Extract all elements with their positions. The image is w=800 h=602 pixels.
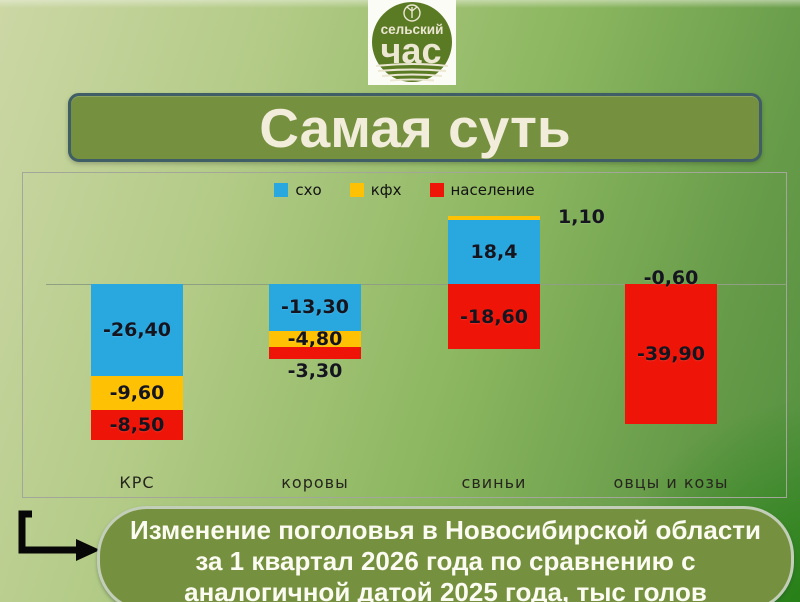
program-logo: сельский час bbox=[368, 0, 456, 85]
bar-segment-схо bbox=[448, 219, 540, 284]
bar-value-label: -9,60 bbox=[109, 382, 165, 405]
legend-swatch-kfh-icon bbox=[349, 183, 364, 197]
bar-segment-схо bbox=[269, 284, 361, 331]
bar-segment-схо bbox=[91, 284, 183, 377]
bar-value-label: -26,40 bbox=[103, 319, 171, 342]
bar-value-label: -4,80 bbox=[287, 327, 343, 350]
bar-segment-кфх bbox=[448, 215, 540, 220]
selsky-chas-logo-icon: сельский час bbox=[372, 2, 452, 82]
category-label: овцы и козы bbox=[613, 473, 729, 492]
bar-value-label: 1,10 bbox=[558, 205, 605, 228]
bar-value-label: -18,60 bbox=[460, 305, 528, 328]
zero-axis-line bbox=[46, 284, 786, 285]
bar-value-label: -13,30 bbox=[281, 296, 349, 319]
chart-area: схо кфх население -26,40 -9,60 -8,50 КРС -13… bbox=[22, 172, 787, 498]
bar-segment-население bbox=[91, 410, 183, 440]
caption-banner: Изменение поголовья в Новосибирской обла… bbox=[97, 506, 794, 602]
elbow-arrow-icon bbox=[18, 510, 100, 561]
caption-line-2: за 1 квартал 2026 года по сравнению с bbox=[195, 546, 696, 576]
caption-line-1: Изменение поголовья в Новосибирской обла… bbox=[130, 515, 761, 545]
tree-icon bbox=[403, 4, 421, 22]
bar-value-label: 18,4 bbox=[470, 240, 518, 263]
legend-swatch-naselenie-icon bbox=[429, 183, 444, 197]
legend-label: схо bbox=[295, 181, 322, 199]
category-label: свиньи bbox=[461, 473, 527, 492]
bar-value-label: -8,50 bbox=[109, 413, 165, 436]
category-label: КРС bbox=[119, 473, 155, 492]
legend-item-sho: схо bbox=[274, 181, 322, 199]
caption-line-3: аналогичной датой 2025 года, тыс голов bbox=[184, 577, 707, 602]
title-banner: Самая суть bbox=[68, 93, 762, 162]
legend-label: кфх bbox=[370, 181, 402, 199]
bar-segment-население bbox=[625, 284, 717, 424]
legend-label: население bbox=[450, 181, 535, 199]
legend-swatch-sho-icon bbox=[274, 183, 289, 197]
legend-item-kfh: кфх bbox=[349, 181, 402, 199]
legend-item-naselenie: население bbox=[429, 181, 535, 199]
category-label: коровы bbox=[281, 473, 349, 492]
logo-word-small: сельский bbox=[381, 22, 444, 37]
bar-segment-кфх bbox=[269, 330, 361, 348]
bar-value-label: -3,30 bbox=[287, 359, 343, 382]
page-title: Самая суть bbox=[259, 97, 571, 159]
bar-segment-население bbox=[448, 284, 540, 350]
field-lines-icon bbox=[375, 63, 449, 82]
bar-segment-кфх bbox=[91, 376, 183, 410]
bar-value-label: -39,90 bbox=[637, 342, 705, 365]
chart-legend: схо кфх население bbox=[23, 181, 786, 199]
bar-segment-население bbox=[269, 347, 361, 359]
bar-value-label: -0,60 bbox=[643, 267, 699, 289]
